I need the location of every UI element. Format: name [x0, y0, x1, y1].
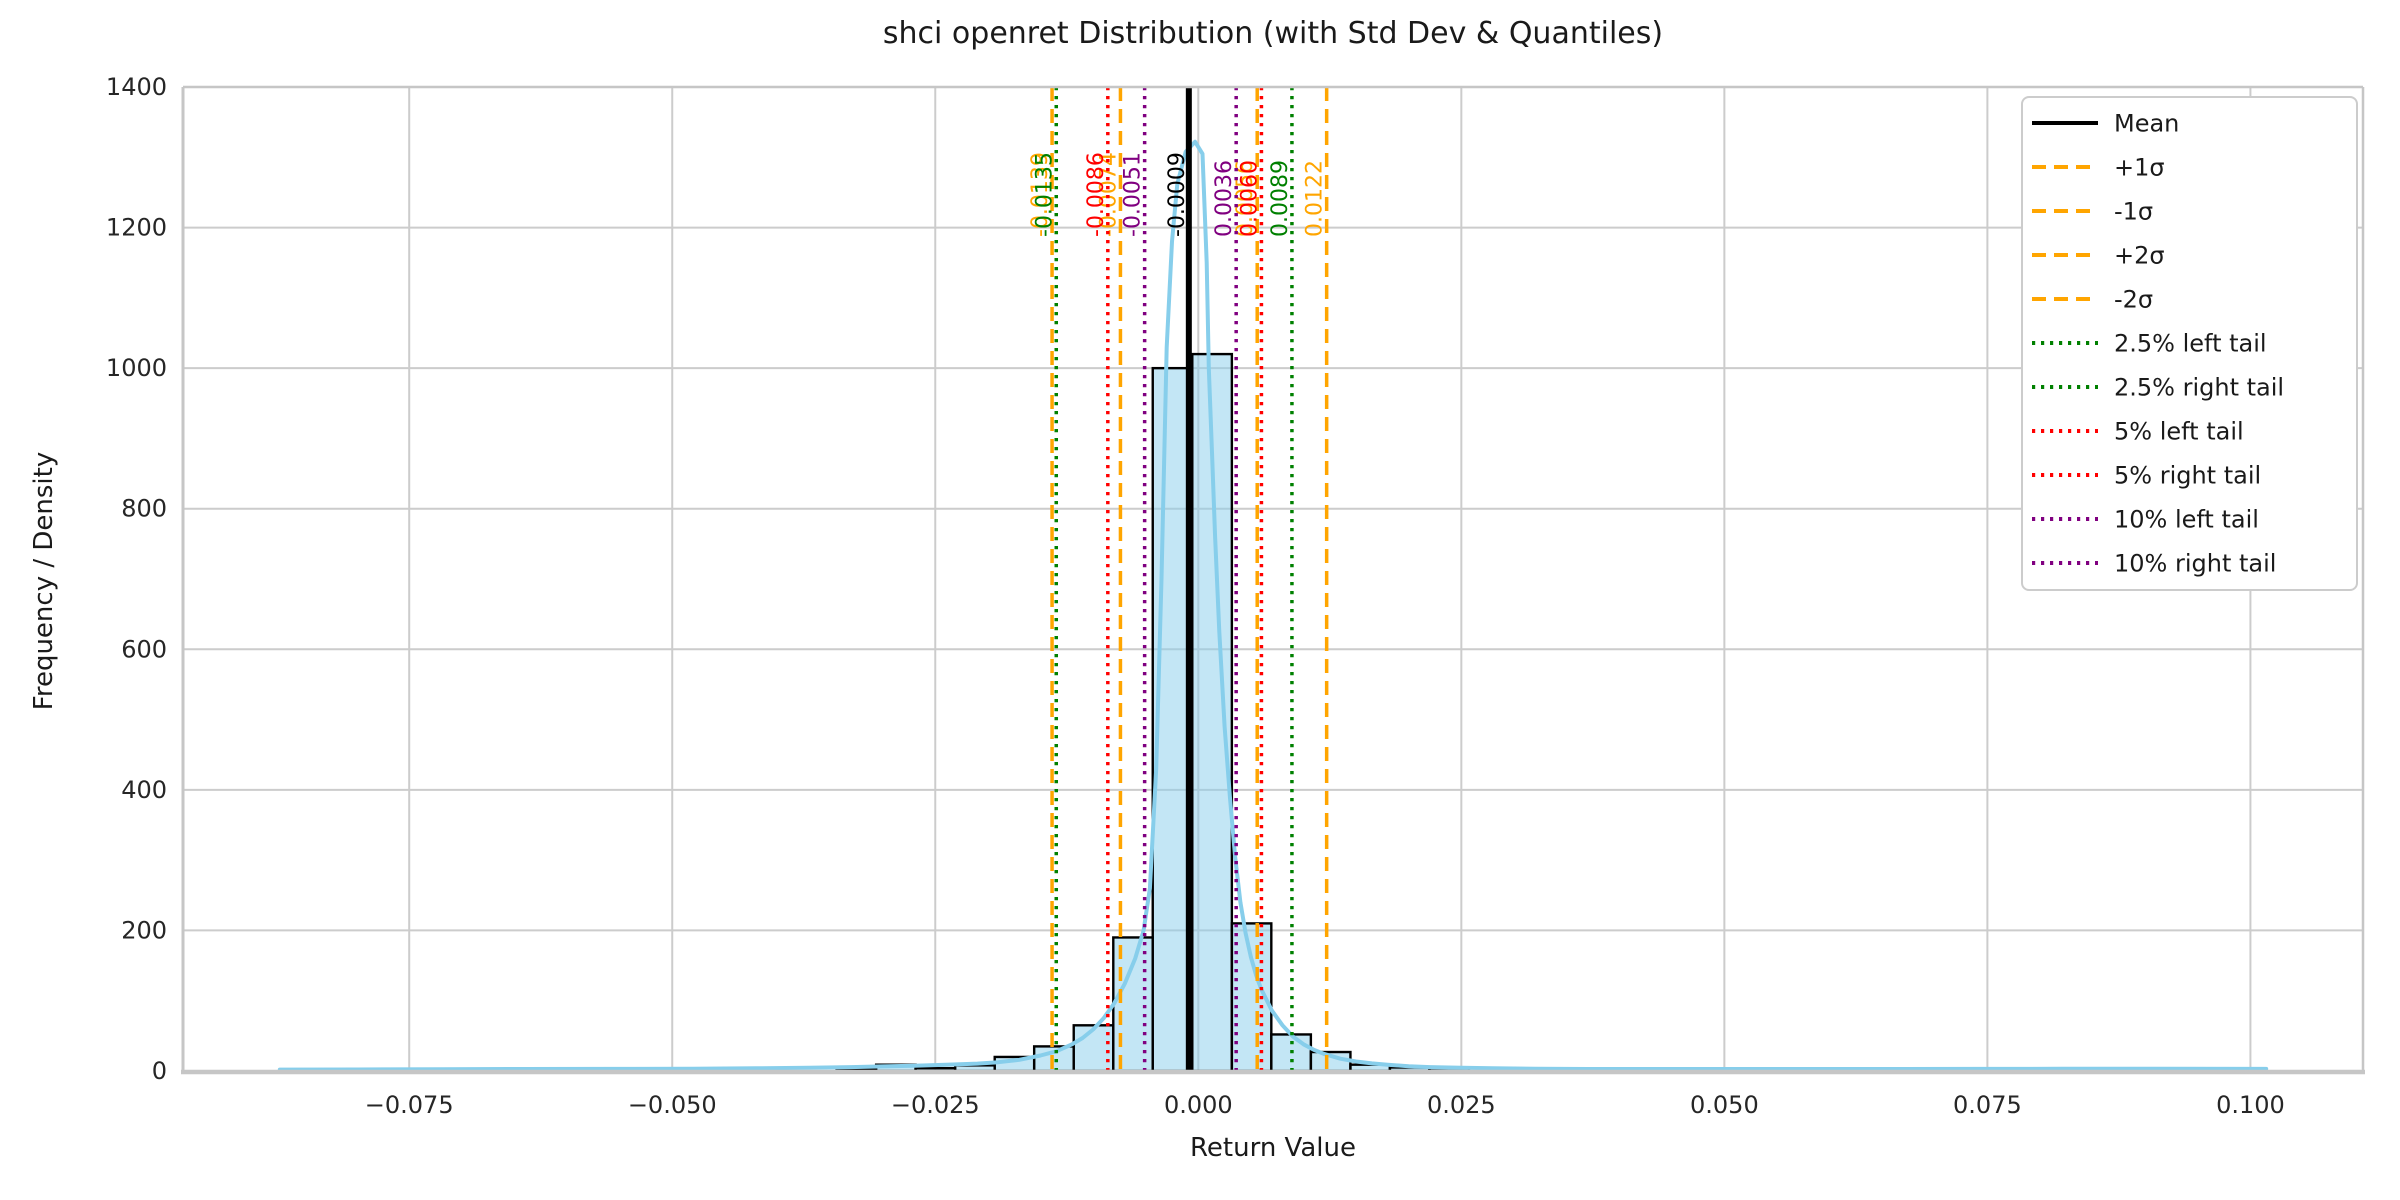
vline-label-q5-left: -0.0086 — [1084, 152, 1109, 237]
vline-label-q10-right: 0.0036 — [1212, 160, 1237, 237]
stat-vlines: 0.0056-0.0074 0.0122-0.0139-0.0135 0.0089-… — [1028, 87, 1329, 1071]
y-axis-label: Frequency / Density — [29, 451, 59, 711]
legend-label: Mean — [2114, 110, 2179, 138]
y-tick-label: 400 — [121, 776, 167, 804]
vline-label-plus-2-sigma: 0.0122 — [1303, 160, 1328, 237]
y-tick-label: 1400 — [106, 73, 167, 101]
vline-label-q10-left: -0.0051 — [1121, 152, 1146, 237]
legend-label: -1σ — [2114, 198, 2153, 226]
y-tick-label: 600 — [121, 635, 167, 663]
x-tick-label: −0.050 — [628, 1091, 717, 1119]
y-tick-label: 200 — [121, 916, 167, 944]
legend-label: 10% left tail — [2114, 506, 2259, 534]
legend-label: 2.5% left tail — [2114, 330, 2267, 358]
vline-label-q5-right: 0.0060 — [1237, 160, 1262, 237]
y-tick-label: 800 — [121, 495, 167, 523]
y-tick-label: 1200 — [106, 214, 167, 242]
tick-labels: 0 200 400 600 800 1000 1200 1400 −0.075 −0.050 −0.… — [106, 73, 2285, 1119]
x-tick-label: 0.025 — [1427, 1091, 1496, 1119]
legend: Mean +1σ -1σ +2σ -2σ 2.5% left tail 2.5% right… — [2021, 96, 2358, 591]
vline-label-q2-5-left: -0.0135 — [1032, 152, 1057, 237]
vline-label-minus-2-sigma: -0.0139 — [1028, 152, 1053, 237]
y-tick-label: 0 — [152, 1057, 167, 1085]
legend-label: 2.5% right tail — [2114, 374, 2284, 402]
x-axis-label: Return Value — [1190, 1133, 1356, 1163]
x-tick-label: 0.050 — [1690, 1091, 1759, 1119]
kde-curve — [277, 139, 2269, 1072]
legend-label: 10% right tail — [2114, 550, 2276, 578]
x-tick-label: −0.075 — [365, 1091, 454, 1119]
vline-label-q2-5-right: 0.0089 — [1268, 160, 1293, 237]
x-tick-label: 0.075 — [1953, 1091, 2022, 1119]
legend-label: 5% right tail — [2114, 462, 2261, 490]
x-tick-label: 0.000 — [1164, 1091, 1233, 1119]
legend-box — [2021, 96, 2358, 591]
x-tick-label: −0.025 — [891, 1091, 980, 1119]
legend-label: +2σ — [2114, 242, 2165, 270]
x-tick-label: 0.100 — [2216, 1091, 2285, 1119]
legend-label: +1σ — [2114, 154, 2165, 182]
chart-title: shci openret Distribution (with Std Dev … — [882, 16, 1664, 51]
legend-label: 5% left tail — [2114, 418, 2244, 446]
legend-label: -2σ — [2114, 286, 2153, 314]
y-tick-label: 1000 — [106, 354, 167, 382]
vline-label-mean: -0.0009 — [1165, 152, 1190, 237]
